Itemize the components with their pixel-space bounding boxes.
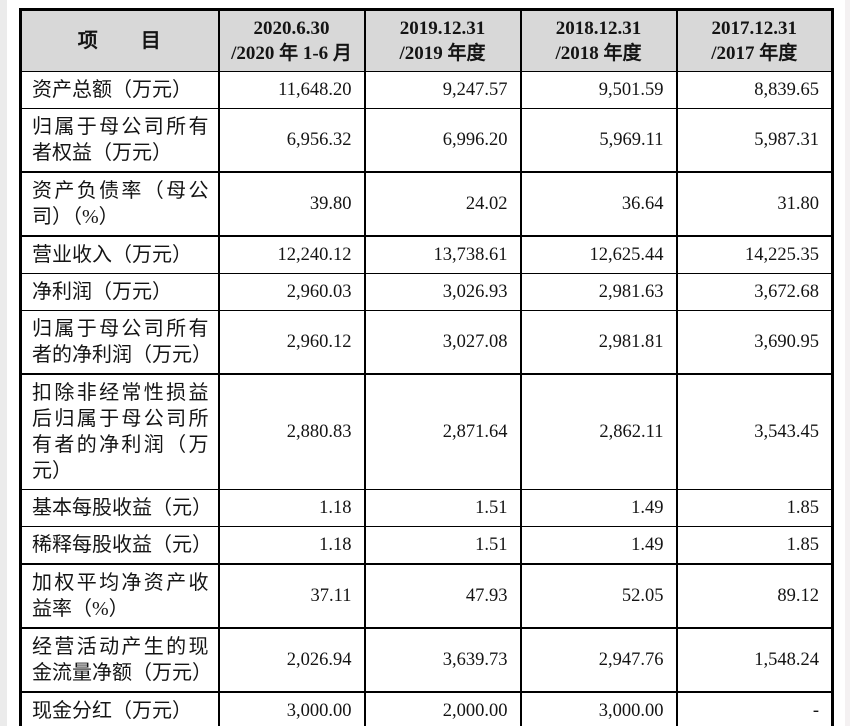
value-cell: 3,026.93 bbox=[363, 273, 522, 311]
header-cell-item: 项 目 bbox=[19, 9, 220, 72]
value-cell: 3,027.08 bbox=[363, 310, 522, 375]
row-label-cell: 净利润（万元） bbox=[19, 273, 220, 311]
header-cell-period-2019: 2019.12.31 /2019 年度 bbox=[363, 9, 522, 72]
value-cell: 6,956.32 bbox=[217, 108, 366, 173]
value-cell: 52.05 bbox=[519, 563, 678, 629]
value-cell: 37.11 bbox=[217, 563, 366, 629]
value-cell: 2,026.94 bbox=[217, 627, 366, 693]
table-row: 资产总额（万元） 11,648.20 9,247.57 9,501.59 8,8… bbox=[19, 71, 834, 109]
value-cell: 3,000.00 bbox=[217, 691, 366, 726]
value-cell: 13,738.61 bbox=[363, 235, 522, 274]
value-cell: 2,862.11 bbox=[519, 373, 678, 490]
row-label-cell: 扣除非经常性损益后归属于母公司所有者的净利润（万元） bbox=[19, 373, 220, 490]
value-cell: 36.64 bbox=[519, 171, 678, 237]
value-cell: 2,981.81 bbox=[519, 310, 678, 375]
value-cell: 12,240.12 bbox=[217, 235, 366, 274]
value-cell: 1.18 bbox=[217, 489, 366, 527]
value-cell: 1.18 bbox=[217, 526, 366, 565]
value-cell: 5,969.11 bbox=[519, 108, 678, 173]
row-label-cell: 现金分红（万元） bbox=[19, 691, 220, 726]
value-cell: 6,996.20 bbox=[363, 108, 522, 173]
value-cell: 2,960.03 bbox=[217, 273, 366, 311]
value-cell: 2,947.76 bbox=[519, 627, 678, 693]
table-row: 经营活动产生的现金流量净额（万元） 2,026.94 3,639.73 2,94… bbox=[19, 627, 834, 693]
value-cell: 2,000.00 bbox=[363, 691, 522, 726]
row-label-cell: 稀释每股收益（元） bbox=[19, 526, 220, 565]
table-row: 扣除非经常性损益后归属于母公司所有者的净利润（万元） 2,880.83 2,87… bbox=[19, 373, 834, 490]
scan-edge-left bbox=[0, 0, 7, 726]
value-cell: 1,548.24 bbox=[675, 627, 834, 693]
table-row: 归属于母公司所有者的净利润（万元） 2,960.12 3,027.08 2,98… bbox=[19, 310, 834, 375]
value-cell: 3,639.73 bbox=[363, 627, 522, 693]
table-row: 稀释每股收益（元） 1.18 1.51 1.49 1.85 bbox=[19, 526, 834, 565]
value-cell: 1.51 bbox=[363, 526, 522, 565]
value-cell: 1.85 bbox=[675, 526, 834, 565]
row-label-cell: 归属于母公司所有者的净利润（万元） bbox=[19, 310, 220, 375]
header-period-range: /2020 年 1-6 月 bbox=[231, 43, 352, 64]
table-row: 归属于母公司所有者权益（万元） 6,956.32 6,996.20 5,969.… bbox=[19, 108, 834, 173]
table-row: 加权平均净资产收益率（%） 37.11 47.93 52.05 89.12 bbox=[19, 563, 834, 629]
row-label-cell: 资产总额（万元） bbox=[19, 71, 220, 109]
value-cell: 3,690.95 bbox=[675, 310, 834, 375]
value-cell: 1.49 bbox=[519, 526, 678, 565]
value-cell: 3,000.00 bbox=[519, 691, 678, 726]
header-row: 项 目 2020.6.30 /2020 年 1-6 月 2019.12.31 /… bbox=[19, 9, 834, 72]
value-cell: 9,247.57 bbox=[363, 71, 522, 109]
value-cell: 2,981.63 bbox=[519, 273, 678, 311]
value-cell: 2,960.12 bbox=[217, 310, 366, 375]
row-label-cell: 基本每股收益（元） bbox=[19, 489, 220, 527]
value-cell: 14,225.35 bbox=[675, 235, 834, 274]
value-cell: 3,543.45 bbox=[675, 373, 834, 490]
table-row: 基本每股收益（元） 1.18 1.51 1.49 1.85 bbox=[19, 489, 834, 527]
value-cell: 3,672.68 bbox=[675, 273, 834, 311]
table-body: 资产总额（万元） 11,648.20 9,247.57 9,501.59 8,8… bbox=[19, 71, 834, 726]
table-row: 资产负债率（母公司）（%） 39.80 24.02 36.64 31.80 bbox=[19, 171, 834, 237]
header-period-date: 2020.6.30 bbox=[253, 18, 330, 39]
value-cell: 39.80 bbox=[217, 171, 366, 237]
header-cell-period-2018: 2018.12.31 /2018 年度 bbox=[519, 9, 678, 72]
row-label-cell: 归属于母公司所有者权益（万元） bbox=[19, 108, 220, 173]
value-cell: 1.49 bbox=[519, 489, 678, 527]
value-cell: 2,871.64 bbox=[363, 373, 522, 490]
table-row: 现金分红（万元） 3,000.00 2,000.00 3,000.00 - bbox=[19, 691, 834, 726]
scan-edge-right bbox=[845, 0, 850, 726]
value-cell: 8,839.65 bbox=[675, 71, 834, 109]
header-period-range: /2019 年度 bbox=[399, 43, 486, 64]
header-period-date: 2017.12.31 bbox=[711, 18, 798, 39]
header-cell-period-2017: 2017.12.31 /2017 年度 bbox=[675, 9, 834, 72]
row-label-cell: 加权平均净资产收益率（%） bbox=[19, 563, 220, 629]
header-period-range: /2017 年度 bbox=[711, 43, 798, 64]
row-label-cell: 资产负债率（母公司）（%） bbox=[19, 171, 220, 237]
value-cell: - bbox=[675, 691, 834, 726]
header-period-date: 2019.12.31 bbox=[399, 18, 486, 39]
header-cell-period-2020: 2020.6.30 /2020 年 1-6 月 bbox=[217, 9, 366, 72]
header-period-date: 2018.12.31 bbox=[555, 18, 642, 39]
value-cell: 2,880.83 bbox=[217, 373, 366, 490]
financial-summary-table: 项 目 2020.6.30 /2020 年 1-6 月 2019.12.31 /… bbox=[19, 8, 834, 726]
table-row: 净利润（万元） 2,960.03 3,026.93 2,981.63 3,672… bbox=[19, 273, 834, 311]
value-cell: 12,625.44 bbox=[519, 235, 678, 274]
value-cell: 11,648.20 bbox=[217, 71, 366, 109]
row-label-cell: 经营活动产生的现金流量净额（万元） bbox=[19, 627, 220, 693]
value-cell: 1.51 bbox=[363, 489, 522, 527]
value-cell: 1.85 bbox=[675, 489, 834, 527]
value-cell: 89.12 bbox=[675, 563, 834, 629]
header-period-range: /2018 年度 bbox=[555, 43, 642, 64]
value-cell: 24.02 bbox=[363, 171, 522, 237]
value-cell: 5,987.31 bbox=[675, 108, 834, 173]
value-cell: 31.80 bbox=[675, 171, 834, 237]
row-label-cell: 营业收入（万元） bbox=[19, 235, 220, 274]
header-item-label: 项 目 bbox=[77, 29, 162, 52]
table-row: 营业收入（万元） 12,240.12 13,738.61 12,625.44 1… bbox=[19, 235, 834, 274]
value-cell: 47.93 bbox=[363, 563, 522, 629]
value-cell: 9,501.59 bbox=[519, 71, 678, 109]
